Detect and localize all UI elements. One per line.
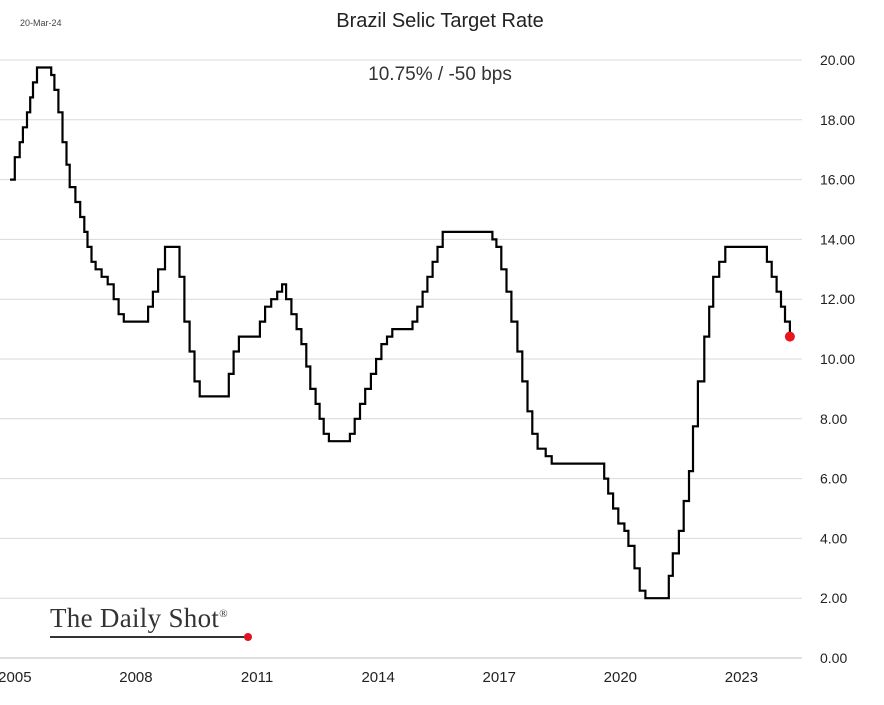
selic-rate-line bbox=[10, 66, 791, 600]
logo-registered-mark: ® bbox=[219, 608, 228, 620]
date-label: 20-Mar-24 bbox=[20, 18, 62, 28]
y-tick-label: 10.00 bbox=[820, 351, 855, 367]
latest-value-marker bbox=[784, 331, 795, 342]
logo-text: The Daily Shot bbox=[50, 603, 220, 633]
x-axis-ticks: 2005 2008 2011 2014 2017 2020 2023 bbox=[0, 669, 758, 686]
y-tick-label: 2.00 bbox=[820, 590, 847, 606]
x-tick-label: 2017 bbox=[483, 669, 516, 686]
y-tick-label: 20.00 bbox=[820, 52, 855, 68]
x-tick-label: 2005 bbox=[0, 669, 32, 686]
x-tick-label: 2008 bbox=[119, 669, 152, 686]
logo-dot bbox=[244, 633, 252, 641]
y-tick-label: 14.00 bbox=[820, 231, 855, 247]
y-tick-label: 8.00 bbox=[820, 411, 847, 427]
chart-subtitle: 10.75% / -50 bps bbox=[368, 64, 512, 85]
y-tick-label: 18.00 bbox=[820, 112, 855, 128]
gridlines bbox=[0, 59, 802, 659]
daily-shot-logo: The Daily Shot® bbox=[50, 603, 228, 634]
y-tick-label: 4.00 bbox=[820, 530, 847, 546]
y-axis-ticks: 0.00 2.00 4.00 6.00 8.00 10.00 12.00 14.00 16.00… bbox=[820, 52, 855, 666]
x-tick-label: 2020 bbox=[604, 669, 637, 686]
logo-underline bbox=[50, 636, 246, 638]
y-tick-label: 6.00 bbox=[820, 471, 847, 487]
y-tick-label: 16.00 bbox=[820, 172, 855, 188]
y-tick-label: 0.00 bbox=[820, 650, 847, 666]
x-tick-label: 2014 bbox=[361, 669, 394, 686]
x-tick-label: 2011 bbox=[241, 669, 273, 686]
chart-title: Brazil Selic Target Rate bbox=[336, 10, 544, 32]
x-tick-label: 2023 bbox=[725, 669, 758, 686]
y-tick-label: 12.00 bbox=[820, 291, 855, 307]
